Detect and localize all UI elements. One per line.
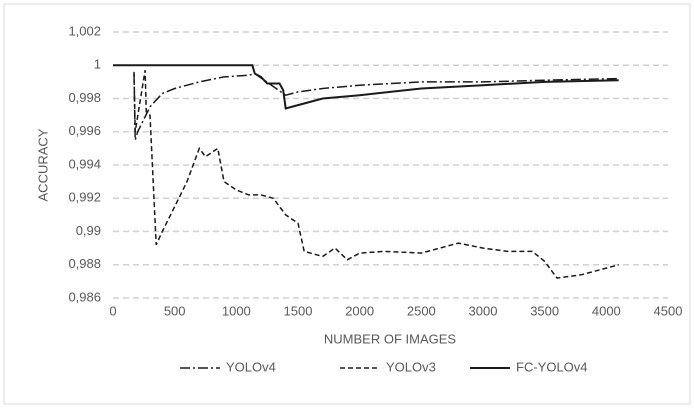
y-tick-label: 1,002 — [68, 23, 101, 38]
x-tick-label: 0 — [109, 303, 116, 318]
y-tick-label: 1 — [94, 57, 101, 72]
x-tick-label: 1000 — [222, 303, 251, 318]
series-line — [133, 72, 619, 141]
y-axis-label: ACCURACY — [35, 128, 50, 201]
y-tick-label: 0,986 — [68, 289, 101, 304]
y-tick-label: 0,996 — [68, 123, 101, 138]
x-axis-label: NUMBER OF IMAGES — [324, 331, 457, 346]
chart-border — [3, 3, 691, 405]
y-tick-label: 0,99 — [76, 223, 101, 238]
x-tick-label: 2000 — [345, 303, 374, 318]
x-tick-label: 1500 — [284, 303, 313, 318]
legend-label: YOLOv3 — [386, 359, 436, 374]
series-line — [133, 70, 619, 279]
y-tick-label: 0,994 — [68, 156, 101, 171]
x-tick-label: 2500 — [407, 303, 436, 318]
legend-label: YOLOv4 — [226, 359, 276, 374]
x-tick-label: 500 — [164, 303, 186, 318]
y-tick-label: 0,992 — [68, 190, 101, 205]
x-tick-label: 3000 — [469, 303, 498, 318]
x-tick-label: 3500 — [530, 303, 559, 318]
x-tick-label: 4500 — [654, 303, 683, 318]
x-tick-label: 4000 — [592, 303, 621, 318]
y-tick-label: 0,988 — [68, 256, 101, 271]
series-line — [113, 64, 619, 110]
y-tick-label: 0,998 — [68, 90, 101, 105]
legend-label: FC-YOLOv4 — [516, 359, 588, 374]
